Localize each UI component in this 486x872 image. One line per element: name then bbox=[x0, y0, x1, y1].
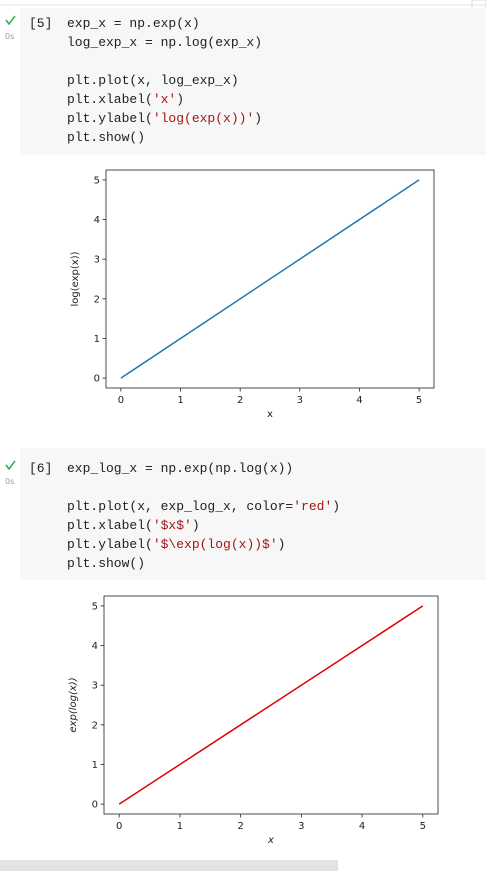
x-tick-label: 0 bbox=[116, 821, 122, 832]
x-tick-label: 3 bbox=[297, 395, 303, 406]
code-line: exp_log_x = np.exp(np.log(x)) bbox=[67, 461, 293, 476]
x-tick-label: 0 bbox=[118, 395, 124, 406]
chart: 0 1 2 3 4 5 0 1 2 3 4 5 x exp(log(x)) bbox=[68, 595, 439, 846]
x-tick-label: 4 bbox=[359, 821, 365, 832]
y-axis-label: exp(log(x)) bbox=[68, 677, 79, 732]
x-tick-label: 5 bbox=[416, 395, 422, 406]
x-tick-label: 4 bbox=[356, 395, 362, 406]
run-status-check bbox=[5, 460, 16, 471]
code-cell bbox=[20, 8, 486, 155]
data-line bbox=[118, 605, 424, 805]
code-line: plt.xlabel('x') bbox=[67, 92, 184, 107]
y-tick-label: 2 bbox=[94, 294, 100, 305]
x-tick-label: 2 bbox=[237, 821, 243, 832]
code-line: plt.ylabel('log(exp(x))') bbox=[67, 111, 262, 126]
execution-count: [5] bbox=[29, 16, 52, 31]
x-tick-label: 1 bbox=[177, 395, 183, 406]
run-status-check bbox=[5, 15, 16, 26]
code-line: plt.xlabel('$x$') bbox=[67, 518, 200, 533]
y-tick-label: 0 bbox=[92, 800, 98, 811]
chart: 0 1 2 3 4 5 0 1 2 3 4 5 x log(exp(x)) bbox=[70, 169, 435, 420]
x-tick-label: 3 bbox=[298, 821, 304, 832]
data-line bbox=[120, 179, 420, 379]
run-duration: 0s bbox=[5, 32, 14, 41]
code-cell bbox=[20, 448, 486, 580]
x-tick-label: 5 bbox=[420, 821, 426, 832]
code-line: log_exp_x = np.log(exp_x) bbox=[67, 35, 262, 50]
y-tick-label: 1 bbox=[94, 334, 100, 345]
y-tick-label: 3 bbox=[94, 255, 100, 266]
x-axis-label: x bbox=[267, 835, 274, 846]
y-axis-label: log(exp(x)) bbox=[70, 251, 81, 306]
code-line: plt.show() bbox=[67, 556, 145, 571]
y-tick-label: 4 bbox=[92, 641, 98, 652]
y-tick-label: 1 bbox=[92, 760, 98, 771]
y-tick-label: 5 bbox=[94, 175, 100, 186]
run-duration: 0s bbox=[5, 477, 14, 486]
y-tick-label: 4 bbox=[94, 215, 100, 226]
x-tick-label: 1 bbox=[177, 821, 183, 832]
y-tick-label: 2 bbox=[92, 720, 98, 731]
y-tick-label: 0 bbox=[94, 374, 100, 385]
y-tick-label: 3 bbox=[92, 681, 98, 692]
y-tick-label: 5 bbox=[92, 601, 98, 612]
code-line: plt.ylabel('$\exp(log(x))$') bbox=[67, 537, 285, 552]
x-axis-label: x bbox=[267, 409, 273, 420]
x-tick-label: 2 bbox=[237, 395, 243, 406]
execution-count: [6] bbox=[29, 461, 52, 476]
scrollbar[interactable] bbox=[0, 860, 338, 871]
code-line: exp_x = np.exp(x) bbox=[67, 16, 200, 31]
code-line: plt.plot(x, exp_log_x, color='red') bbox=[67, 499, 340, 514]
code-line: plt.show() bbox=[67, 130, 145, 145]
code-line: plt.plot(x, log_exp_x) bbox=[67, 73, 239, 88]
